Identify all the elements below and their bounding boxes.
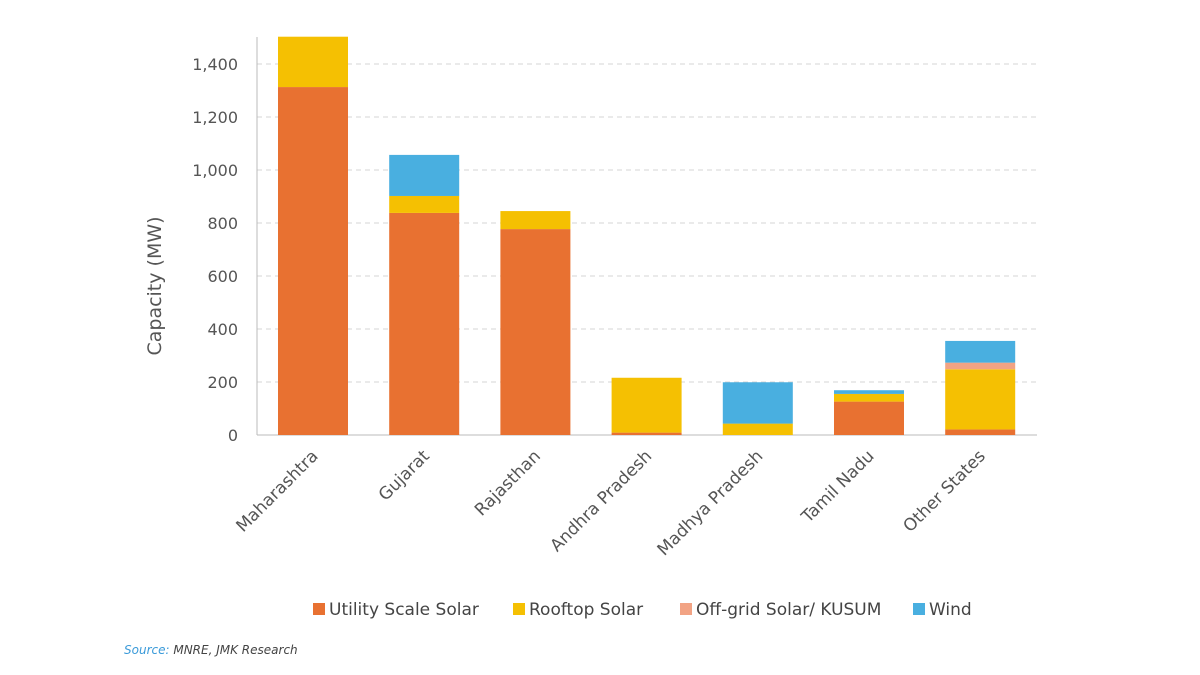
- bar-segment: [722, 423, 793, 435]
- x-tick-label: Madhya Pradesh: [654, 446, 768, 560]
- y-tick-label: 200: [207, 373, 238, 392]
- bar-segment: [945, 362, 1016, 370]
- x-tick-label: Maharashtra: [232, 446, 322, 536]
- bar-segment: [389, 154, 460, 196]
- bar-segment: [500, 211, 571, 230]
- legend-label: Utility Scale Solar: [329, 600, 479, 620]
- legend-swatch: [513, 603, 525, 615]
- x-tick-label: Rajasthan: [471, 446, 545, 520]
- x-tick-label: Gujarat: [375, 446, 434, 505]
- legend-swatch: [680, 603, 692, 615]
- bar-segment: [500, 229, 571, 435]
- source-note: Source: MNRE, JMK Research: [124, 643, 298, 657]
- bar-segment: [834, 390, 904, 394]
- x-tick-label: Tamil Nadu: [797, 446, 878, 527]
- bar-segment: [945, 369, 1016, 430]
- bar-segment: [278, 36, 348, 88]
- bar-segment: [945, 340, 1016, 363]
- x-tick-label: Other States: [900, 446, 990, 536]
- legend-label: Off-grid Solar/ KUSUM: [696, 600, 881, 620]
- bar-segment: [834, 401, 904, 435]
- y-tick-label: 400: [207, 320, 238, 339]
- bar-segment: [722, 382, 793, 424]
- y-tick-label: 1,000: [192, 161, 238, 180]
- y-tick-label: 800: [207, 214, 238, 233]
- bar-segment: [278, 87, 348, 436]
- x-tick-label: Andhra Pradesh: [547, 446, 657, 556]
- legend-label: Wind: [929, 600, 972, 620]
- y-tick-label: 600: [207, 267, 238, 286]
- source-text: MNRE, JMK Research: [169, 643, 298, 657]
- bar-segment: [389, 195, 460, 213]
- legend-label: Rooftop Solar: [529, 600, 643, 620]
- bar-segment: [945, 429, 1016, 435]
- y-axis-label: Capacity (MW): [144, 216, 166, 355]
- bar-segment: [389, 212, 460, 435]
- bar-segment: [834, 393, 904, 402]
- y-tick-label: 1,200: [192, 108, 238, 127]
- bar-segment: [611, 377, 682, 433]
- legend-swatch: [913, 603, 925, 615]
- y-tick-label: 1,400: [192, 55, 238, 74]
- source-label: Source:: [124, 643, 170, 657]
- legend-swatch: [313, 603, 325, 615]
- bar-segment: [611, 432, 682, 435]
- y-tick-label: 0: [228, 426, 238, 445]
